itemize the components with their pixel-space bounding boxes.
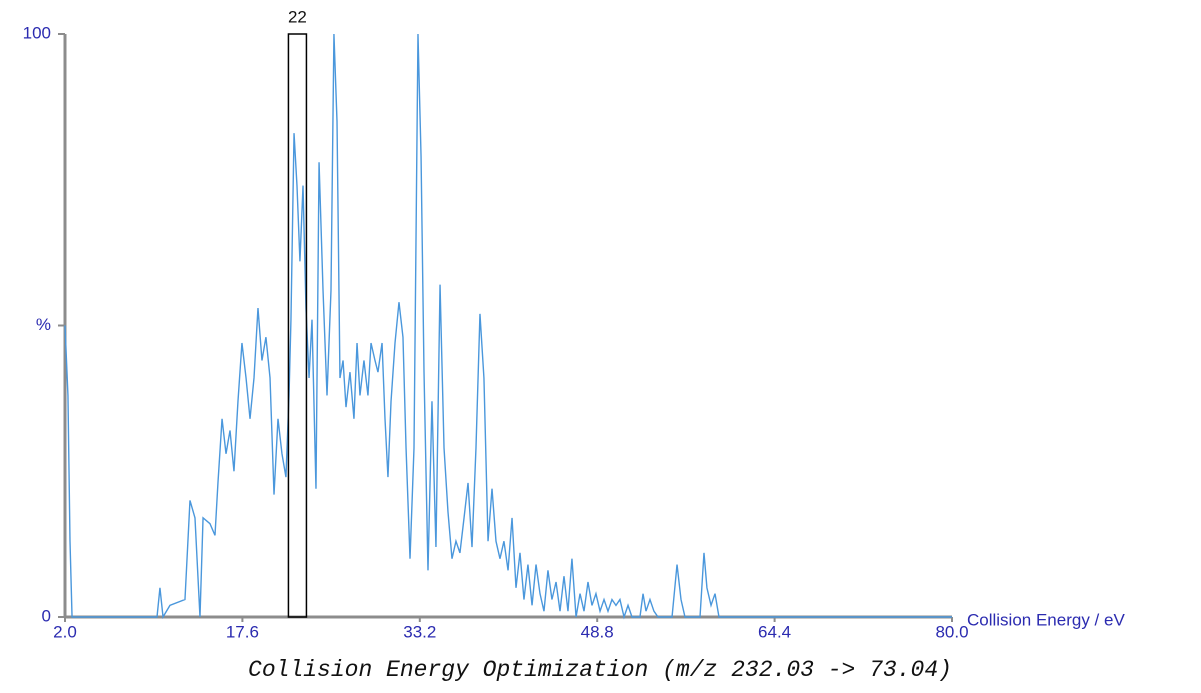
x-axis-label: Collision Energy / eV xyxy=(967,610,1125,629)
x-tick-label: 17.6 xyxy=(226,622,259,641)
x-tick-label: 64.4 xyxy=(758,622,791,641)
y-tick-label: % xyxy=(36,315,51,334)
y-tick-label: 0 xyxy=(42,606,51,625)
highlight-box xyxy=(287,33,308,618)
data-line xyxy=(64,33,952,620)
x-tick-label: 2.0 xyxy=(53,622,77,641)
x-tick-label: 33.2 xyxy=(403,622,436,641)
x-tick-label: 48.8 xyxy=(581,622,614,641)
x-tick-label: 80.0 xyxy=(935,622,968,641)
chart-title: Collision Energy Optimization (m/z 232.0… xyxy=(248,657,952,683)
y-tick-label: 100 xyxy=(23,23,51,42)
highlight-label: 22 xyxy=(288,7,307,26)
